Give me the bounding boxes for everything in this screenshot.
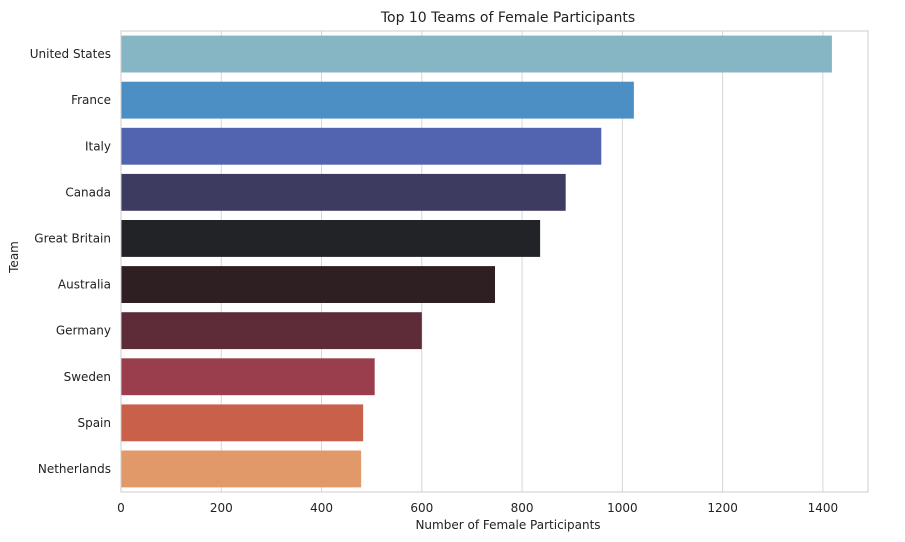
y-tick-label: Netherlands xyxy=(38,462,111,476)
x-tick-label: 1400 xyxy=(808,501,839,515)
bar-united-states xyxy=(121,35,832,73)
x-axis-label: Number of Female Participants xyxy=(415,518,600,532)
bar-netherlands xyxy=(121,450,362,488)
y-tick-label: Great Britain xyxy=(34,231,111,245)
y-tick-label: Germany xyxy=(56,324,111,338)
bar-italy xyxy=(121,127,602,165)
bar-great-britain xyxy=(121,220,541,257)
x-tick-label: 1000 xyxy=(607,501,638,515)
x-tick-label: 1200 xyxy=(707,501,738,515)
y-tick-label: Spain xyxy=(77,416,111,430)
bar-spain xyxy=(121,404,364,442)
bar-germany xyxy=(121,312,422,350)
x-tick-label: 800 xyxy=(511,501,534,515)
bar-australia xyxy=(121,266,496,303)
y-axis-ticks: United States France Italy Canada Great Brit… xyxy=(30,47,111,476)
y-tick-label: Canada xyxy=(65,185,111,199)
bar-france xyxy=(121,81,634,119)
bars xyxy=(121,35,832,488)
y-tick-label: France xyxy=(71,93,111,107)
y-tick-label: United States xyxy=(30,47,111,61)
x-axis-ticks: 0 200 400 600 800 1000 1200 1400 xyxy=(117,501,838,515)
x-tick-label: 0 xyxy=(117,501,125,515)
x-tick-label: 200 xyxy=(210,501,233,515)
bar-canada xyxy=(121,173,566,211)
x-tick-label: 600 xyxy=(410,501,433,515)
plot-area xyxy=(120,30,869,493)
chart-title: Top 10 Teams of Female Participants xyxy=(380,10,635,26)
y-tick-label: Italy xyxy=(85,139,111,153)
bar-sweden xyxy=(121,358,375,396)
y-axis-label: Team xyxy=(7,241,21,274)
y-tick-label: Sweden xyxy=(64,370,111,384)
y-tick-label: Australia xyxy=(58,278,111,292)
x-tick-label: 400 xyxy=(310,501,333,515)
